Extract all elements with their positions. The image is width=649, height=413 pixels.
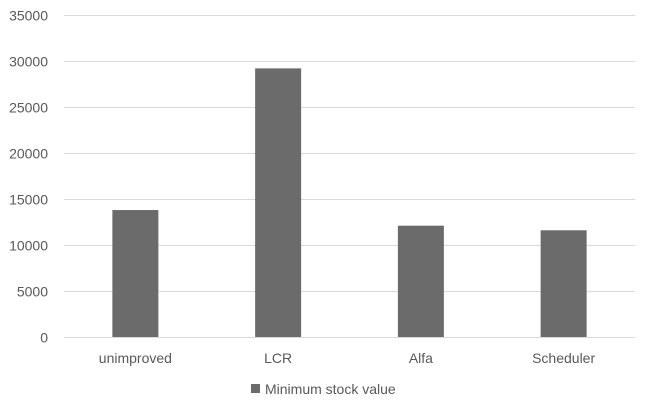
bars xyxy=(112,68,587,338)
legend-label: Minimum stock value xyxy=(265,381,396,397)
x-tick-label: Alfa xyxy=(409,350,433,366)
y-axis-tick-labels: 0 5000 10000 15000 20000 25000 30000 35000 xyxy=(9,8,48,346)
legend: Minimum stock value xyxy=(251,381,396,397)
y-tick-label: 10000 xyxy=(9,238,48,254)
y-tick-label: 15000 xyxy=(9,192,48,208)
y-tick-label: 25000 xyxy=(9,100,48,116)
y-tick-label: 35000 xyxy=(9,8,48,24)
x-axis-category-labels: unimproved LCR Alfa Scheduler xyxy=(99,350,596,366)
legend-swatch xyxy=(251,384,260,393)
gridlines xyxy=(64,15,635,338)
y-tick-label: 30000 xyxy=(9,54,48,70)
bar xyxy=(540,230,587,337)
y-tick-label: 5000 xyxy=(17,284,48,300)
x-tick-label: LCR xyxy=(264,350,292,366)
bar xyxy=(255,68,302,338)
bar xyxy=(112,210,159,337)
x-tick-label: unimproved xyxy=(99,350,172,366)
x-tick-label: Scheduler xyxy=(532,350,595,366)
y-tick-label: 20000 xyxy=(9,146,48,162)
bar xyxy=(397,225,444,337)
y-tick-label: 0 xyxy=(40,330,48,346)
